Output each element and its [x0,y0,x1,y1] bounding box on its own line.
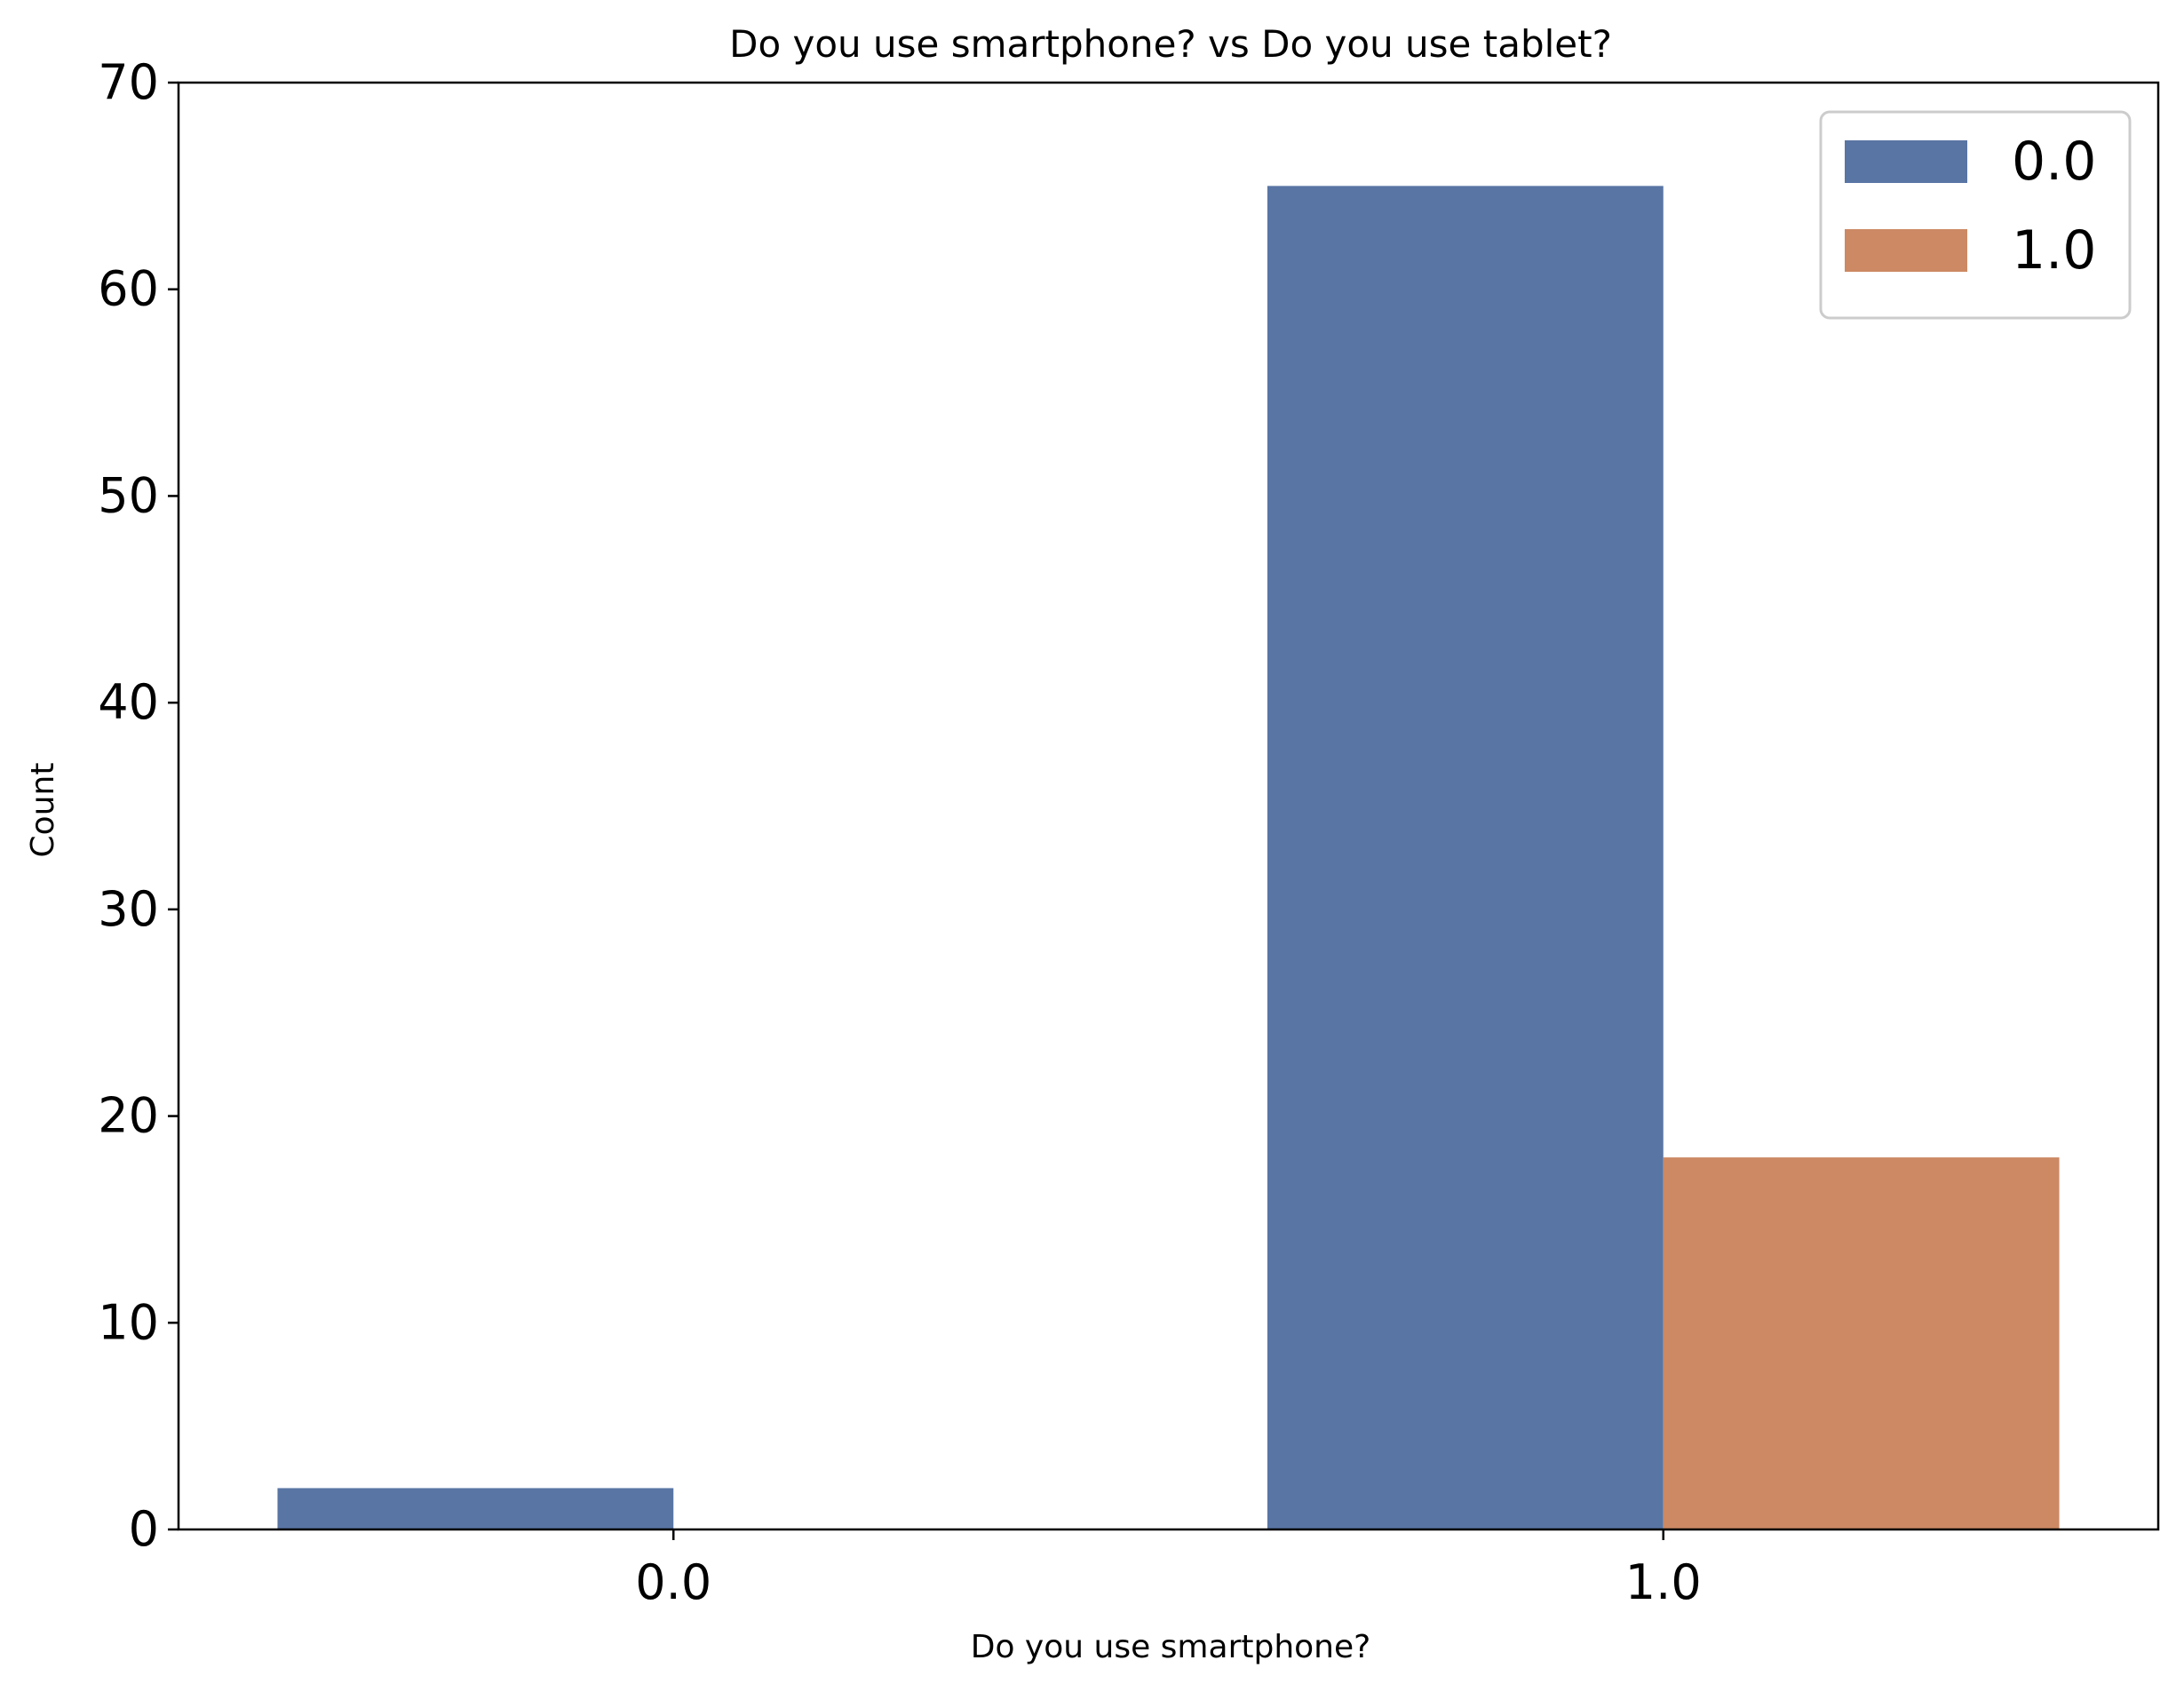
y-tick-label: 10 [98,1294,159,1350]
x-axis-ticks: 0.0 1.0 [635,1529,1702,1610]
bar-series0-cat0 [277,1488,674,1529]
legend-label: 0.0 [2012,131,2096,193]
x-tick-label: 1.0 [1625,1554,1702,1610]
y-axis-ticks: 0 10 20 30 40 50 60 70 [98,54,179,1557]
y-axis-label: Count [25,763,61,858]
x-tick-label: 0.0 [635,1554,711,1610]
legend: 0.01.0 [1819,110,2132,320]
bar-series0-cat1 [1267,186,1664,1529]
y-tick-label: 0 [129,1501,159,1557]
x-axis-label: Do you use smartphone? [971,1629,1371,1665]
y-tick-label: 20 [98,1088,159,1144]
y-tick-label: 40 [98,674,159,730]
plot-frame [177,81,2160,1531]
y-tick-label: 50 [98,467,159,523]
legend-label: 1.0 [2012,219,2096,282]
bar-group [277,186,2060,1529]
bar-series1-cat1 [1663,1157,2060,1529]
y-tick-label: 70 [98,54,159,110]
legend-swatch [1845,229,1967,272]
chart-title: Do you use smartphone? vs Do you use tab… [729,22,1612,66]
legend-swatch [1845,140,1967,183]
y-tick-label: 60 [98,261,159,317]
y-tick-label: 30 [98,881,159,937]
